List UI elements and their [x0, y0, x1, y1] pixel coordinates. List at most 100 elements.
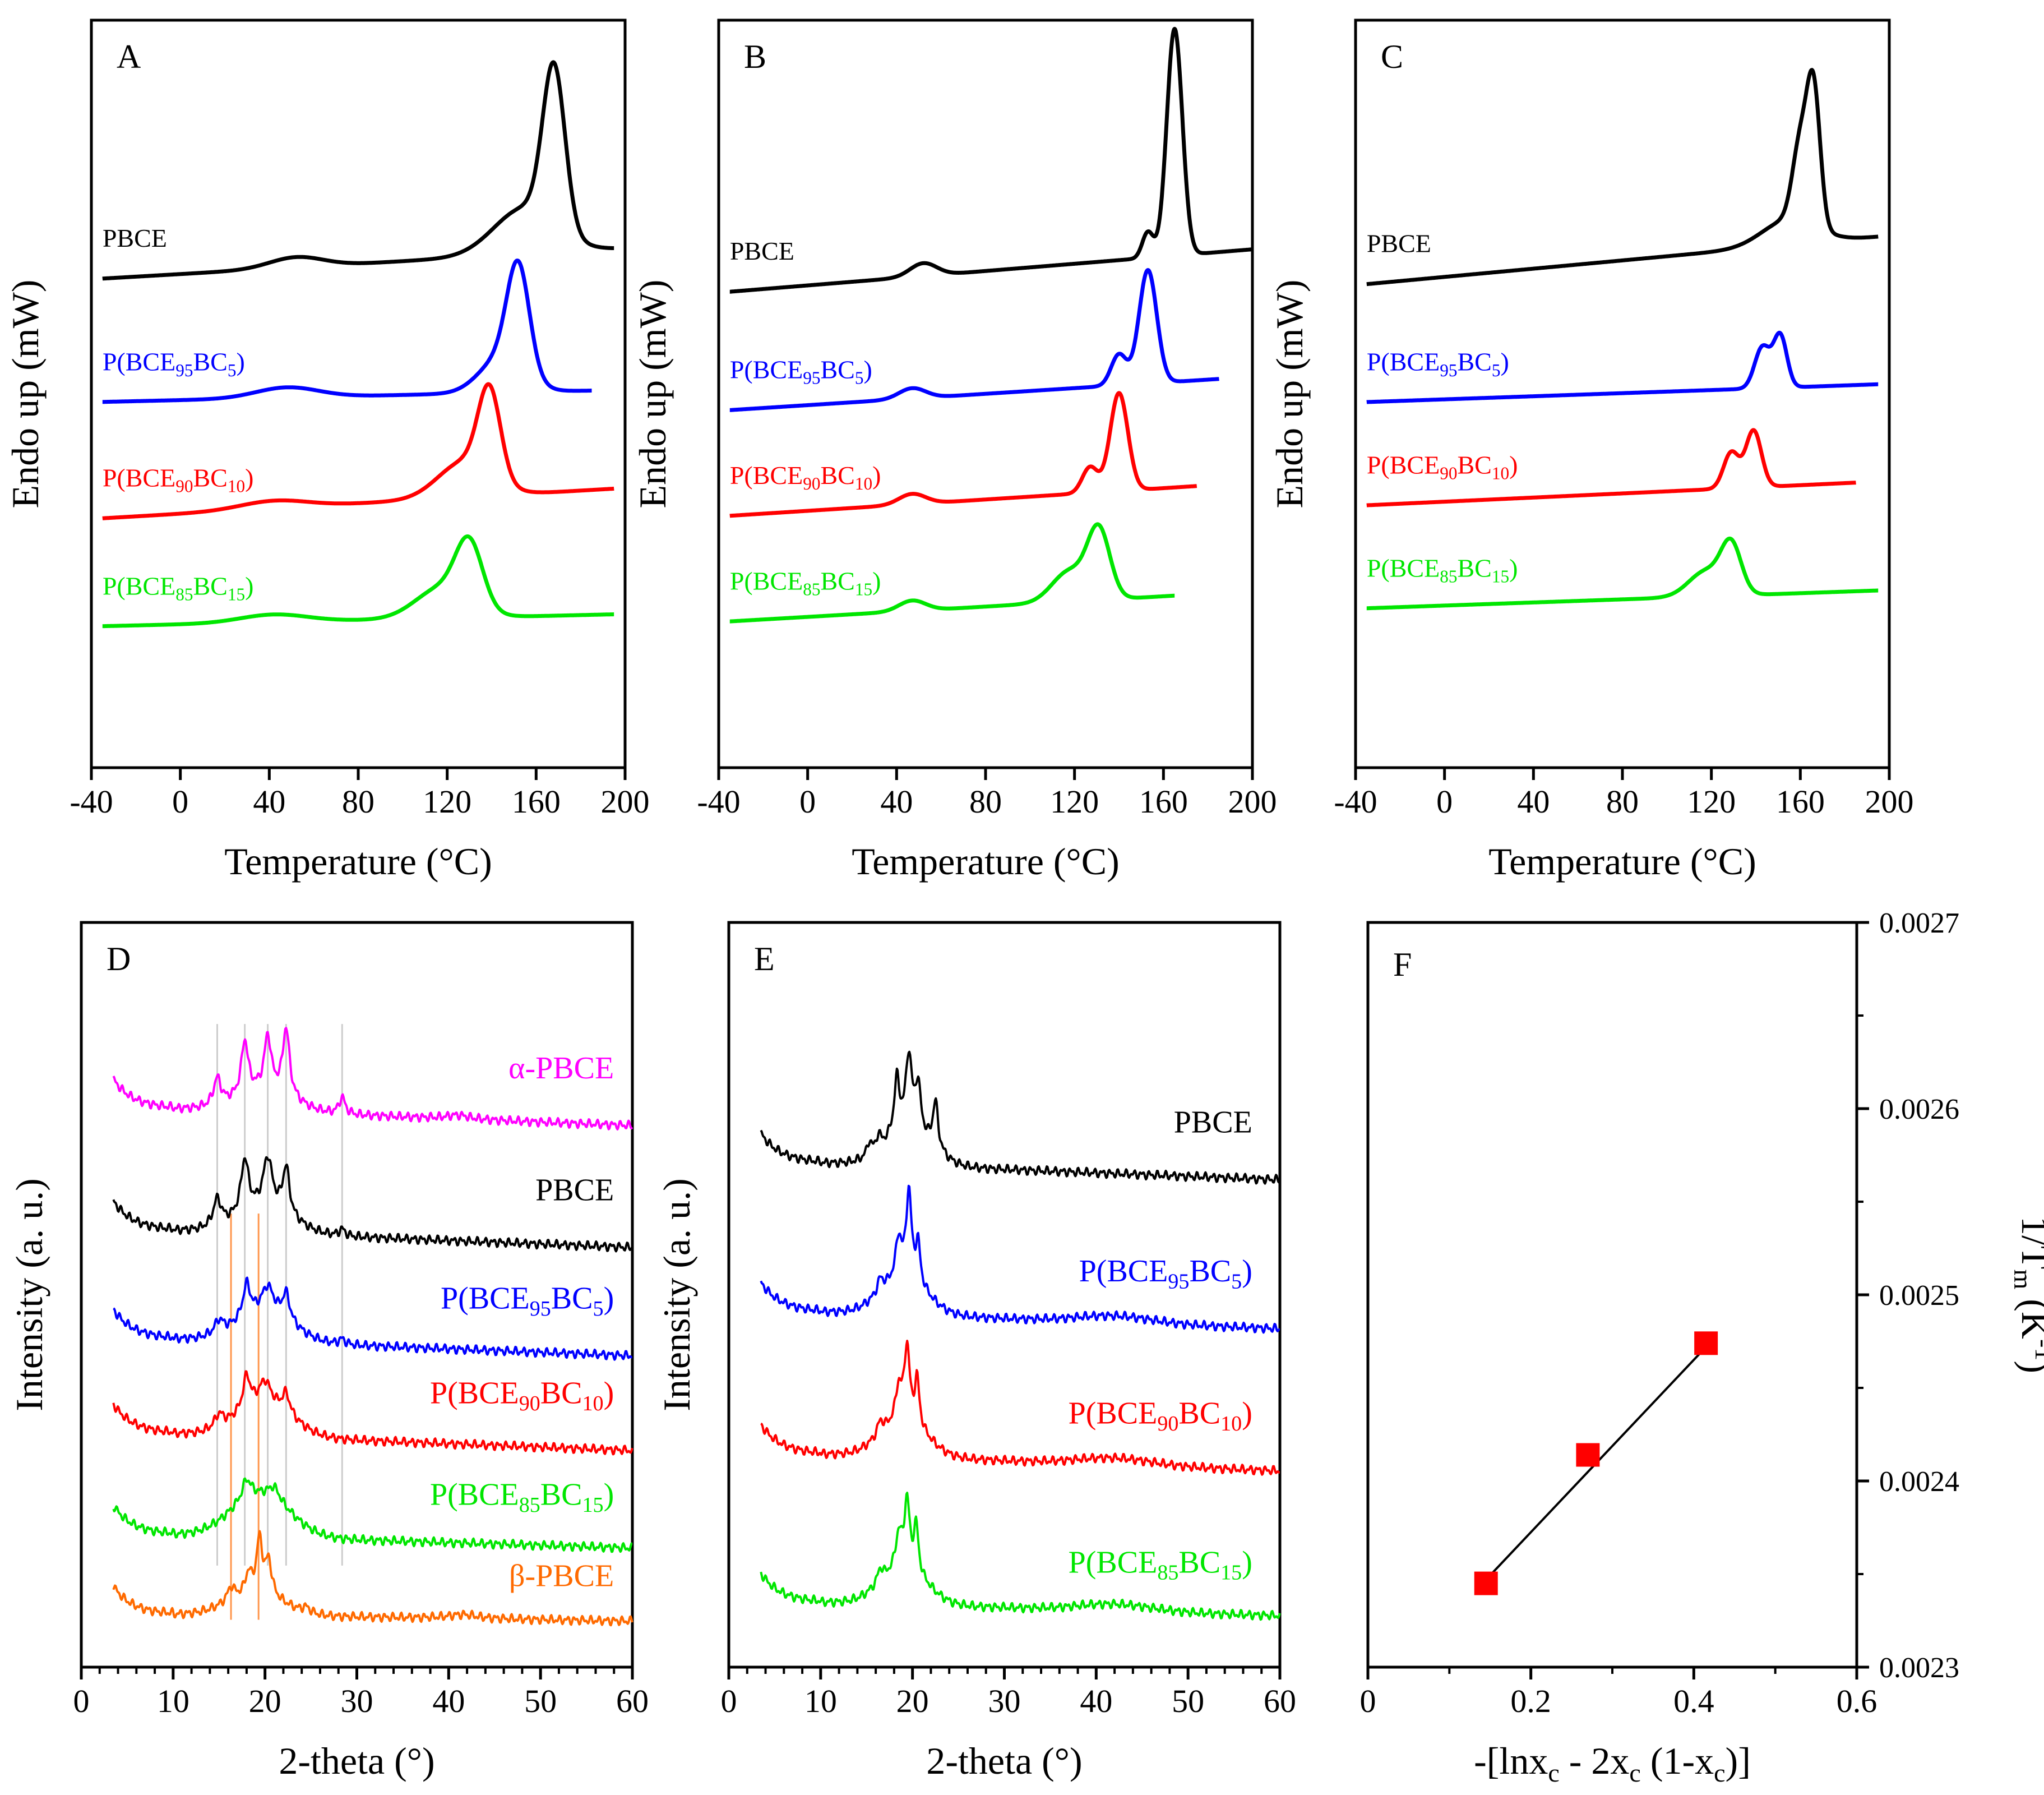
x-tick-label: -40	[697, 783, 740, 820]
x-tick-label: 10	[157, 1683, 189, 1719]
series-label: β-PBCE	[509, 1558, 614, 1593]
x-tick-label: 0	[73, 1683, 90, 1719]
x-tick-label: 0.2	[1510, 1683, 1551, 1719]
series-line	[1365, 428, 1857, 507]
x-tick-label: 120	[423, 783, 471, 820]
data-point	[1474, 1571, 1498, 1595]
series-label: PBCE	[535, 1173, 614, 1207]
data-point	[1694, 1331, 1718, 1355]
series-line	[728, 268, 1220, 412]
y-tick-label: 0.0025	[1879, 1280, 1959, 1312]
x-tick-label: -40	[70, 783, 113, 820]
series-label: PBCE	[730, 237, 794, 265]
series-line	[1365, 536, 1880, 611]
series-line	[760, 1050, 1281, 1185]
series-line	[112, 1370, 633, 1456]
data-point	[1576, 1443, 1600, 1467]
y-axis-label: Intensity (a. u.)	[655, 1178, 698, 1411]
x-tick-label: 80	[342, 783, 374, 820]
series-label: P(BCE90BC10)	[103, 464, 254, 496]
series-line	[728, 391, 1199, 518]
x-tick-label: 120	[1687, 783, 1736, 820]
x-tick-label: 200	[1228, 783, 1277, 820]
series-label: P(BCE90BC10)	[1367, 451, 1518, 483]
series-label: P(BCE95BC5)	[730, 356, 872, 388]
y-axis-label: Endo up (mW)	[1268, 280, 1311, 509]
panel-label: D	[107, 940, 131, 977]
x-tick-label: 120	[1050, 783, 1099, 820]
x-tick-label: 40	[432, 1683, 465, 1719]
x-tick-label: 10	[804, 1683, 837, 1719]
panel-label: A	[117, 38, 141, 75]
series-line	[112, 1156, 633, 1253]
series-line	[101, 259, 593, 404]
series-line	[101, 534, 616, 629]
x-tick-label: 160	[512, 783, 561, 820]
x-tick-label: 40	[880, 783, 913, 820]
x-tick-label: -40	[1334, 783, 1377, 820]
x-axis-label: Temperature (°C)	[1488, 840, 1756, 883]
series-label: P(BCE95BC5)	[103, 348, 245, 380]
series-label: P(BCE85BC15)	[1367, 553, 1518, 586]
series-label: P(BCE85BC15)	[430, 1478, 614, 1517]
series-label: P(BCE85BC15)	[103, 572, 254, 605]
plot-frame	[1366, 921, 1858, 1669]
x-tick-label: 40	[253, 783, 285, 820]
panel-e: 0 10 20 30 40 50 60 2-theta (°) Intensity (a. u.…	[655, 921, 1296, 1782]
x-tick-label: 20	[249, 1683, 281, 1719]
x-axis-label: -[lnxc - 2xc (1-xc)]	[1474, 1739, 1751, 1787]
x-tick-label: 0.6	[1837, 1683, 1877, 1719]
series-label: P(BCE95BC5)	[441, 1281, 614, 1320]
series-label: PBCE	[103, 224, 167, 252]
series-line	[112, 1477, 633, 1553]
series-label: P(BCE85BC15)	[730, 566, 881, 599]
series-line	[112, 1027, 633, 1130]
x-tick-label: 0	[721, 1683, 737, 1719]
x-tick-label: 200	[601, 783, 650, 820]
y-axis-label: Endo up (mW)	[631, 280, 674, 509]
x-tick-label: 50	[524, 1683, 557, 1719]
x-axis-label: 2-theta (°)	[279, 1739, 434, 1782]
series-line	[113, 1276, 633, 1361]
series-label: P(BCE90BC10)	[1069, 1396, 1252, 1436]
panel-label: F	[1393, 946, 1412, 983]
x-tick-label: 0.4	[1673, 1683, 1714, 1719]
series-line	[760, 1340, 1280, 1476]
series-label: α-PBCE	[508, 1051, 614, 1086]
panel-label: C	[1381, 38, 1403, 75]
y-tick-label: 0.0027	[1879, 907, 1959, 939]
series-line	[1365, 330, 1880, 404]
x-axis-label: Temperature (°C)	[852, 840, 1119, 883]
series-label: P(BCE90BC10)	[430, 1376, 614, 1415]
series-label: PBCE	[1367, 229, 1431, 257]
x-tick-label: 20	[896, 1683, 929, 1719]
x-tick-label: 50	[1172, 1683, 1204, 1719]
x-tick-label: 80	[1606, 783, 1639, 820]
series-line	[1365, 68, 1880, 287]
panel-f: 0 0.2 0.4 0.60.0023 0.0024 0.0025 0.0026 0.0027…	[1360, 907, 2044, 1787]
y-tick-label: 0.0024	[1879, 1466, 1959, 1498]
series-label: P(BCE85BC15)	[1069, 1545, 1252, 1584]
series-line	[728, 26, 1254, 294]
x-tick-label: 40	[1517, 783, 1550, 820]
series-line	[101, 382, 616, 520]
y-axis-label: Intensity (a. u.)	[8, 1178, 50, 1411]
series-line	[728, 522, 1176, 624]
panel-a: -40 0 40 80 120 160 200 Temperature (°C) Endo up…	[4, 19, 650, 883]
x-tick-label: 60	[1264, 1683, 1296, 1719]
y-axis-label: 1/Tm (K-1)	[2009, 1216, 2044, 1373]
series-line	[760, 1492, 1281, 1621]
x-tick-label: 0	[1436, 783, 1453, 820]
y-tick-label: 0.0026	[1879, 1093, 1959, 1125]
x-tick-label: 160	[1776, 783, 1825, 820]
x-tick-label: 80	[969, 783, 1002, 820]
panel-c: -40 0 40 80 120 160 200 Temperature (°C) Endo up…	[1268, 19, 1914, 883]
series-label: PBCE	[1174, 1105, 1252, 1140]
series-line	[112, 1530, 633, 1627]
x-axis-label: Temperature (°C)	[224, 840, 492, 883]
panel-label: B	[744, 38, 766, 75]
series-line	[101, 60, 616, 281]
x-tick-label: 60	[616, 1683, 649, 1719]
y-tick-label: 0.0023	[1879, 1652, 1959, 1684]
